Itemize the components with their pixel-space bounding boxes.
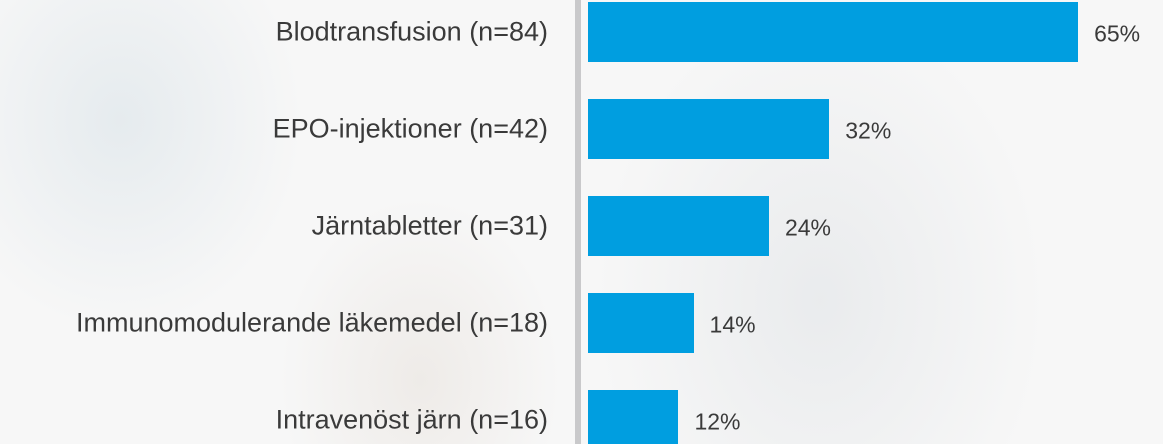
value-label: 32% xyxy=(845,118,891,145)
category-label: Järntabletter (n=31) xyxy=(312,210,548,243)
chart: Blodtransfusion (n=84) 65% EPO-injektioner… xyxy=(0,0,1163,444)
bar xyxy=(588,99,829,159)
category-label: EPO-injektioner (n=42) xyxy=(273,113,548,146)
value-label: 65% xyxy=(1094,21,1140,48)
category-label-box: Intravenöst järn (n=16) xyxy=(276,404,548,437)
value-label: 12% xyxy=(694,409,740,436)
category-axis-line xyxy=(575,0,581,444)
bar xyxy=(588,293,694,353)
category-label-box: Blodtransfusion (n=84) xyxy=(276,16,548,49)
value-label: 24% xyxy=(785,215,831,242)
category-label: Immunomodulerande läkemedel (n=18) xyxy=(76,307,548,340)
value-label: 14% xyxy=(710,312,756,339)
category-label-box: EPO-injektioner (n=42) xyxy=(273,113,548,146)
bar xyxy=(588,196,769,256)
category-label: Intravenöst järn (n=16) xyxy=(276,404,548,437)
category-label-box: Järntabletter (n=31) xyxy=(312,210,548,243)
bar xyxy=(588,390,678,444)
category-label-box: Immunomodulerande läkemedel (n=18) xyxy=(76,307,548,340)
bar xyxy=(588,2,1078,62)
category-label: Blodtransfusion (n=84) xyxy=(276,16,548,49)
